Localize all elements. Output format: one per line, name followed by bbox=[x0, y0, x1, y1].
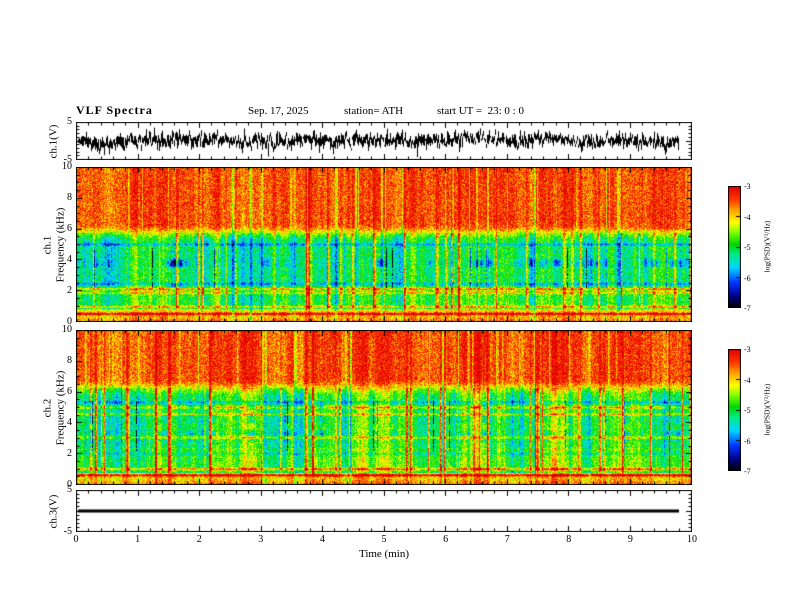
colorbar-tick-label: -3 bbox=[744, 345, 751, 354]
y-tick-label: 6 bbox=[67, 223, 72, 234]
x-tick-label: 1 bbox=[135, 534, 141, 545]
colorbar-tick-label: -6 bbox=[744, 436, 751, 446]
y-tick-label: 4 bbox=[67, 254, 72, 265]
x-tick-label: 10 bbox=[687, 534, 697, 545]
ylabel-line: ch.2 bbox=[41, 398, 53, 417]
ylabel-line: ch.1 bbox=[41, 235, 53, 254]
y-tick-label: 8 bbox=[67, 355, 72, 366]
x-axis-title: Time (min) bbox=[358, 548, 409, 560]
y-tick-label: -5 bbox=[63, 526, 72, 537]
y-tick-label: 2 bbox=[67, 285, 72, 296]
x-tick-label: 5 bbox=[381, 534, 387, 545]
figure-title: VLF Spectra bbox=[76, 103, 153, 117]
x-tick-label: 8 bbox=[566, 534, 572, 545]
ch3-voltage-trace-canvas bbox=[76, 490, 692, 532]
ch1-voltage-trace-canvas bbox=[76, 122, 692, 160]
ylabel-line: Frequency (kHz) bbox=[54, 207, 66, 282]
ch1-spectrogram-canvas bbox=[76, 167, 692, 322]
y-tick-label: 6 bbox=[67, 386, 72, 397]
x-tick-label: 7 bbox=[504, 534, 510, 545]
colorbar-ch1-label: log(PSD)(V²/Hz) bbox=[762, 220, 772, 273]
x-tick-label: 4 bbox=[319, 534, 325, 545]
ch2-spectrogram-canvas bbox=[76, 330, 692, 485]
colorbar-tick-label: -5 bbox=[744, 406, 751, 415]
y-tick-label: 4 bbox=[67, 417, 72, 428]
colorbar-tick-label: -7 bbox=[744, 304, 751, 313]
colorbar-tick-label: -7 bbox=[744, 467, 751, 476]
y-tick-label: 5 bbox=[67, 116, 72, 127]
y-tick-label: 10 bbox=[62, 161, 72, 172]
ylabel-ch2-frequency: ch.2 Frequency (kHz) bbox=[41, 330, 67, 485]
y-tick-label: 2 bbox=[67, 448, 72, 459]
station-label: station= ATH bbox=[344, 105, 404, 117]
ylabel-ch1-frequency: ch.1 Frequency (kHz) bbox=[41, 167, 67, 322]
y-tick-label: 8 bbox=[67, 192, 72, 203]
ylabel-line: Frequency (kHz) bbox=[54, 370, 66, 445]
x-tick-label: 9 bbox=[627, 534, 633, 545]
start-ut-label: start UT = 23: 0 : 0 bbox=[437, 105, 524, 117]
x-tick-label: 2 bbox=[196, 534, 202, 545]
colorbar-tick-label: -4 bbox=[744, 375, 751, 385]
x-tick-label: 6 bbox=[443, 534, 449, 545]
colorbar-tick-label: -4 bbox=[744, 212, 751, 222]
x-tick-label: 3 bbox=[258, 534, 264, 545]
colorbar-tick-label: -6 bbox=[744, 273, 751, 283]
colorbar-ch2-label: log(PSD)(V²/Hz) bbox=[762, 383, 772, 436]
y-tick-label: 0 bbox=[67, 316, 72, 327]
y-tick-label: 0 bbox=[67, 479, 72, 490]
colorbar-ch1-canvas bbox=[728, 186, 741, 308]
colorbar-tick-label: -5 bbox=[744, 243, 751, 252]
colorbar-ch2-canvas bbox=[728, 349, 741, 471]
y-tick-label: 10 bbox=[62, 324, 72, 335]
y-tick-label: 5 bbox=[67, 484, 72, 495]
x-tick-label: 0 bbox=[73, 534, 79, 545]
y-tick-label: -5 bbox=[63, 154, 72, 165]
date-label: Sep. 17, 2025 bbox=[248, 105, 309, 117]
colorbar-tick-label: -3 bbox=[744, 182, 751, 191]
